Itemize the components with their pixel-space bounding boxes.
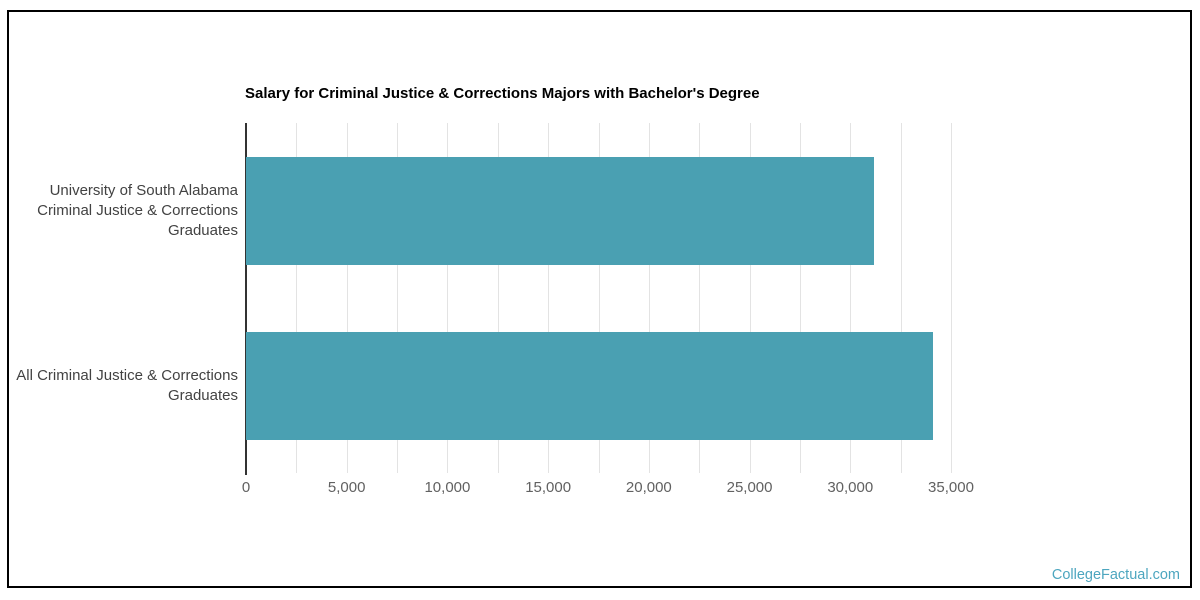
gridline: [598, 123, 600, 473]
gridline: [447, 123, 449, 473]
category-label-line: Criminal Justice & Corrections: [37, 201, 238, 219]
category-label: All Criminal Justice & Corrections Gradua…: [8, 366, 238, 406]
x-tick-label: 30,000: [827, 479, 874, 496]
category-label: University of South Alabama Criminal Just…: [8, 181, 238, 241]
gridline: [951, 123, 952, 473]
x-tick-label: 15,000: [525, 479, 572, 496]
chart-title: Salary for Criminal Justice & Correction…: [245, 85, 760, 102]
gridline: [699, 123, 701, 473]
bar: [246, 156, 875, 265]
gridline: [548, 123, 550, 473]
gridline: [799, 123, 801, 473]
category-label-line: All Criminal Justice & Corrections: [16, 366, 238, 384]
x-tick-label: 35,000: [928, 479, 974, 496]
plot-area: [245, 123, 980, 475]
gridline: [749, 123, 751, 473]
x-tick-label: 20,000: [625, 479, 672, 496]
gridline: [346, 123, 348, 473]
category-label-line: University of South Alabama: [49, 181, 238, 199]
gridline: [900, 123, 902, 473]
x-tick-label: 10,000: [424, 479, 471, 496]
x-tick-label: 5,000: [327, 479, 366, 496]
gridline: [648, 123, 650, 473]
x-tick-label: 25,000: [726, 479, 773, 496]
bar: [246, 331, 933, 440]
chart-frame: [7, 10, 1192, 588]
category-label-line: Graduates: [167, 386, 238, 404]
gridline: [296, 123, 298, 473]
gridline: [397, 123, 399, 473]
gridline: [850, 123, 852, 473]
y-axis-line: [245, 123, 247, 475]
x-tick-label: 0: [241, 479, 251, 496]
collegefactual-link[interactable]: CollegeFactual.com: [1051, 567, 1180, 583]
category-label-line: Graduates: [167, 221, 238, 239]
gridline: [497, 123, 499, 473]
